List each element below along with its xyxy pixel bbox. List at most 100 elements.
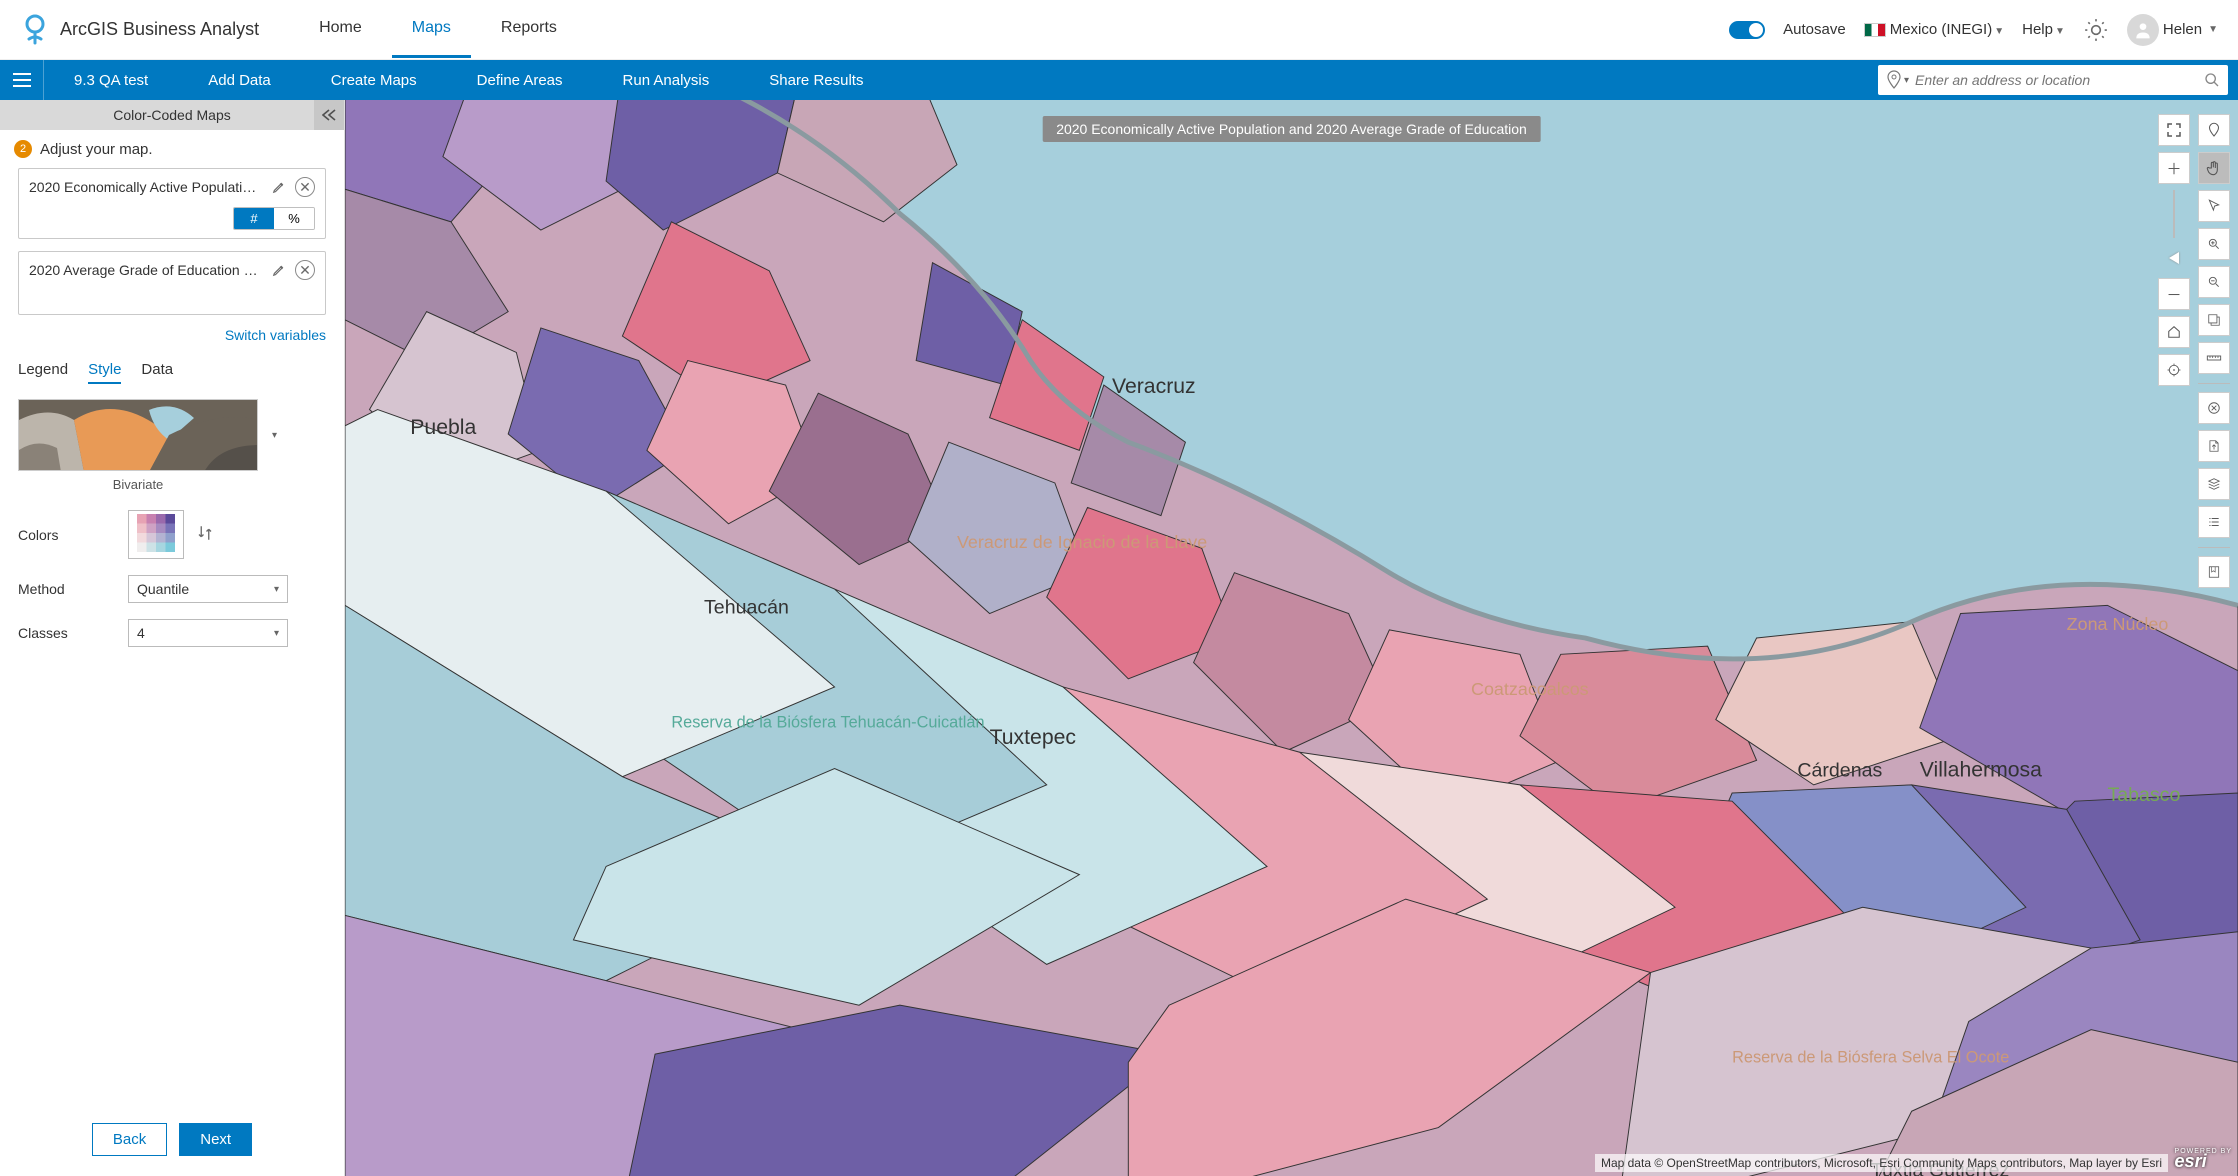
user-name: Helen — [2163, 21, 2202, 38]
hamburger-menu-button[interactable] — [0, 60, 44, 100]
map-label-tuxtepec: Tuxtepec — [990, 726, 1077, 749]
classes-select[interactable]: 4▾ — [128, 619, 288, 647]
bookmark-tool-button[interactable] — [2198, 556, 2230, 588]
ribbon-share-results[interactable]: Share Results — [739, 60, 893, 100]
map-attribution: Map data © OpenStreetMap contributors, M… — [1595, 1154, 2168, 1172]
method-select[interactable]: Quantile▾ — [128, 575, 288, 603]
classes-row: Classes 4▾ — [18, 619, 326, 647]
header-right: Autosave Mexico (INEGI)▼ Help▼ Helen ▼ — [1729, 14, 2218, 46]
location-search[interactable]: ▾ — [1878, 65, 2228, 95]
avatar-icon — [2127, 14, 2159, 46]
step-header: 2 Adjust your map. — [0, 130, 344, 168]
map-label-villahermosa: Villahermosa — [1920, 759, 2042, 782]
main-area: Color-Coded Maps 2 Adjust your map. 2020… — [0, 100, 2238, 1176]
autosave-label: Autosave — [1783, 21, 1846, 38]
legend-tool-button[interactable] — [2198, 506, 2230, 538]
collapse-panel-button[interactable] — [314, 100, 344, 130]
nav-maps[interactable]: Maps — [392, 1, 471, 58]
region-label: Mexico (INEGI) — [1890, 21, 1993, 38]
app-title: ArcGIS Business Analyst — [60, 19, 259, 40]
color-swatch-picker[interactable] — [128, 510, 184, 559]
unit-count-button[interactable]: # — [234, 208, 274, 229]
map-label-zona: Zona Núcleo — [2067, 614, 2169, 634]
map-label-veracruz: Veracruz — [1112, 375, 1196, 398]
variable-card-1: 2020 Economically Active Population by… … — [18, 168, 326, 239]
map-label-selva: Reserva de la Biósfera Selva El Ocote — [1732, 1048, 2009, 1066]
expand-map-button[interactable] — [2158, 114, 2190, 146]
tab-data[interactable]: Data — [141, 357, 173, 384]
pin-icon — [1886, 70, 1902, 90]
swap-colors-button[interactable] — [196, 524, 214, 545]
edit-variable-2-button[interactable] — [269, 260, 289, 280]
style-preview[interactable] — [18, 399, 258, 471]
export-tool-button[interactable] — [2198, 430, 2230, 462]
pan-tool-button[interactable] — [2198, 152, 2230, 184]
edit-variable-1-button[interactable] — [269, 177, 289, 197]
autosave-toggle[interactable] — [1729, 21, 1765, 39]
esri-logo: POWERED BYesri — [2175, 1148, 2232, 1172]
style-caption: Bivariate — [18, 477, 258, 492]
style-preview-more-icon[interactable]: ▾ — [272, 430, 277, 441]
zoom-slider[interactable] — [2158, 190, 2190, 238]
zoom-out-button[interactable]: － — [2158, 278, 2190, 310]
user-menu[interactable]: Helen ▼ — [2127, 14, 2218, 46]
next-button[interactable]: Next — [179, 1123, 252, 1156]
remove-variable-1-button[interactable]: ✕ — [295, 177, 315, 197]
search-icon[interactable] — [2204, 72, 2220, 88]
ribbon-add-data[interactable]: Add Data — [178, 60, 301, 100]
toolbar-divider — [2198, 380, 2230, 386]
nav-reports[interactable]: Reports — [481, 1, 577, 58]
nav-home[interactable]: Home — [299, 1, 382, 58]
remove-variable-2-button[interactable]: ✕ — [295, 260, 315, 280]
ribbon-define-areas[interactable]: Define Areas — [447, 60, 593, 100]
map-controls-right — [2198, 114, 2230, 588]
zoom-in-tool-button[interactable] — [2198, 228, 2230, 260]
back-button[interactable]: Back — [92, 1123, 167, 1156]
select-tool-button[interactable] — [2198, 190, 2230, 222]
panel-body: 2020 Economically Active Population by… … — [0, 168, 344, 1107]
style-preview-row: ▾ — [18, 399, 326, 471]
style-tabs: Legend Style Data — [18, 357, 326, 385]
zoom-out-tool-button[interactable] — [2198, 266, 2230, 298]
caret-icon: ▼ — [2208, 24, 2218, 35]
ruler-tool-button[interactable] — [2198, 342, 2230, 374]
ribbon-run-analysis[interactable]: Run Analysis — [593, 60, 740, 100]
main-nav: Home Maps Reports — [299, 1, 577, 58]
locate-button[interactable] — [2158, 354, 2190, 386]
project-name[interactable]: 9.3 QA test — [44, 60, 178, 100]
map-label-coatz: Coatzacoalcos — [1471, 679, 1589, 699]
map-label-tehuacan: Tehuacán — [704, 597, 789, 619]
tab-style[interactable]: Style — [88, 357, 121, 384]
step-text: Adjust your map. — [40, 141, 153, 158]
pin-tool-button[interactable] — [2198, 114, 2230, 146]
variable-1-label: 2020 Economically Active Population by… — [29, 179, 263, 195]
ribbon-toolbar: 9.3 QA test Add Data Create Maps Define … — [0, 60, 2238, 100]
basemap-tool-button[interactable] — [2198, 468, 2230, 500]
measure-tool-button[interactable] — [2198, 304, 2230, 336]
panel-title-bar: Color-Coded Maps — [0, 100, 344, 130]
help-menu[interactable]: Help▼ — [2022, 21, 2065, 38]
caret-icon: ▾ — [274, 584, 279, 595]
map-controls-left: ＋ － — [2158, 114, 2190, 386]
zoom-in-button[interactable]: ＋ — [2158, 152, 2190, 184]
switch-variables-link[interactable]: Switch variables — [225, 327, 326, 343]
classes-label: Classes — [18, 625, 128, 641]
unit-percent-button[interactable]: % — [274, 208, 314, 229]
map-canvas[interactable]: Veracruz Puebla Tehuacán Tuxtepec Cárden… — [345, 100, 2238, 1176]
map-label-veracruz-state: Veracruz de Ignacio de la Llave — [957, 532, 1207, 552]
logo-area: ArcGIS Business Analyst — [20, 13, 259, 47]
location-search-input[interactable] — [1915, 72, 2204, 88]
toolbar-divider — [2198, 544, 2230, 550]
map-label-cardenas: Cárdenas — [1797, 760, 1882, 782]
map-label-puebla: Puebla — [410, 416, 476, 439]
home-extent-button[interactable] — [2158, 316, 2190, 348]
app-header: ArcGIS Business Analyst Home Maps Report… — [0, 0, 2238, 60]
zoom-level-indicator-icon — [2169, 252, 2179, 264]
clear-tool-button[interactable] — [2198, 392, 2230, 424]
ribbon-create-maps[interactable]: Create Maps — [301, 60, 447, 100]
settings-icon[interactable] — [2083, 17, 2109, 43]
caret-icon: ▾ — [1904, 75, 1909, 86]
step-badge: 2 — [14, 140, 32, 158]
region-picker[interactable]: Mexico (INEGI)▼ — [1864, 21, 2004, 38]
tab-legend[interactable]: Legend — [18, 357, 68, 384]
